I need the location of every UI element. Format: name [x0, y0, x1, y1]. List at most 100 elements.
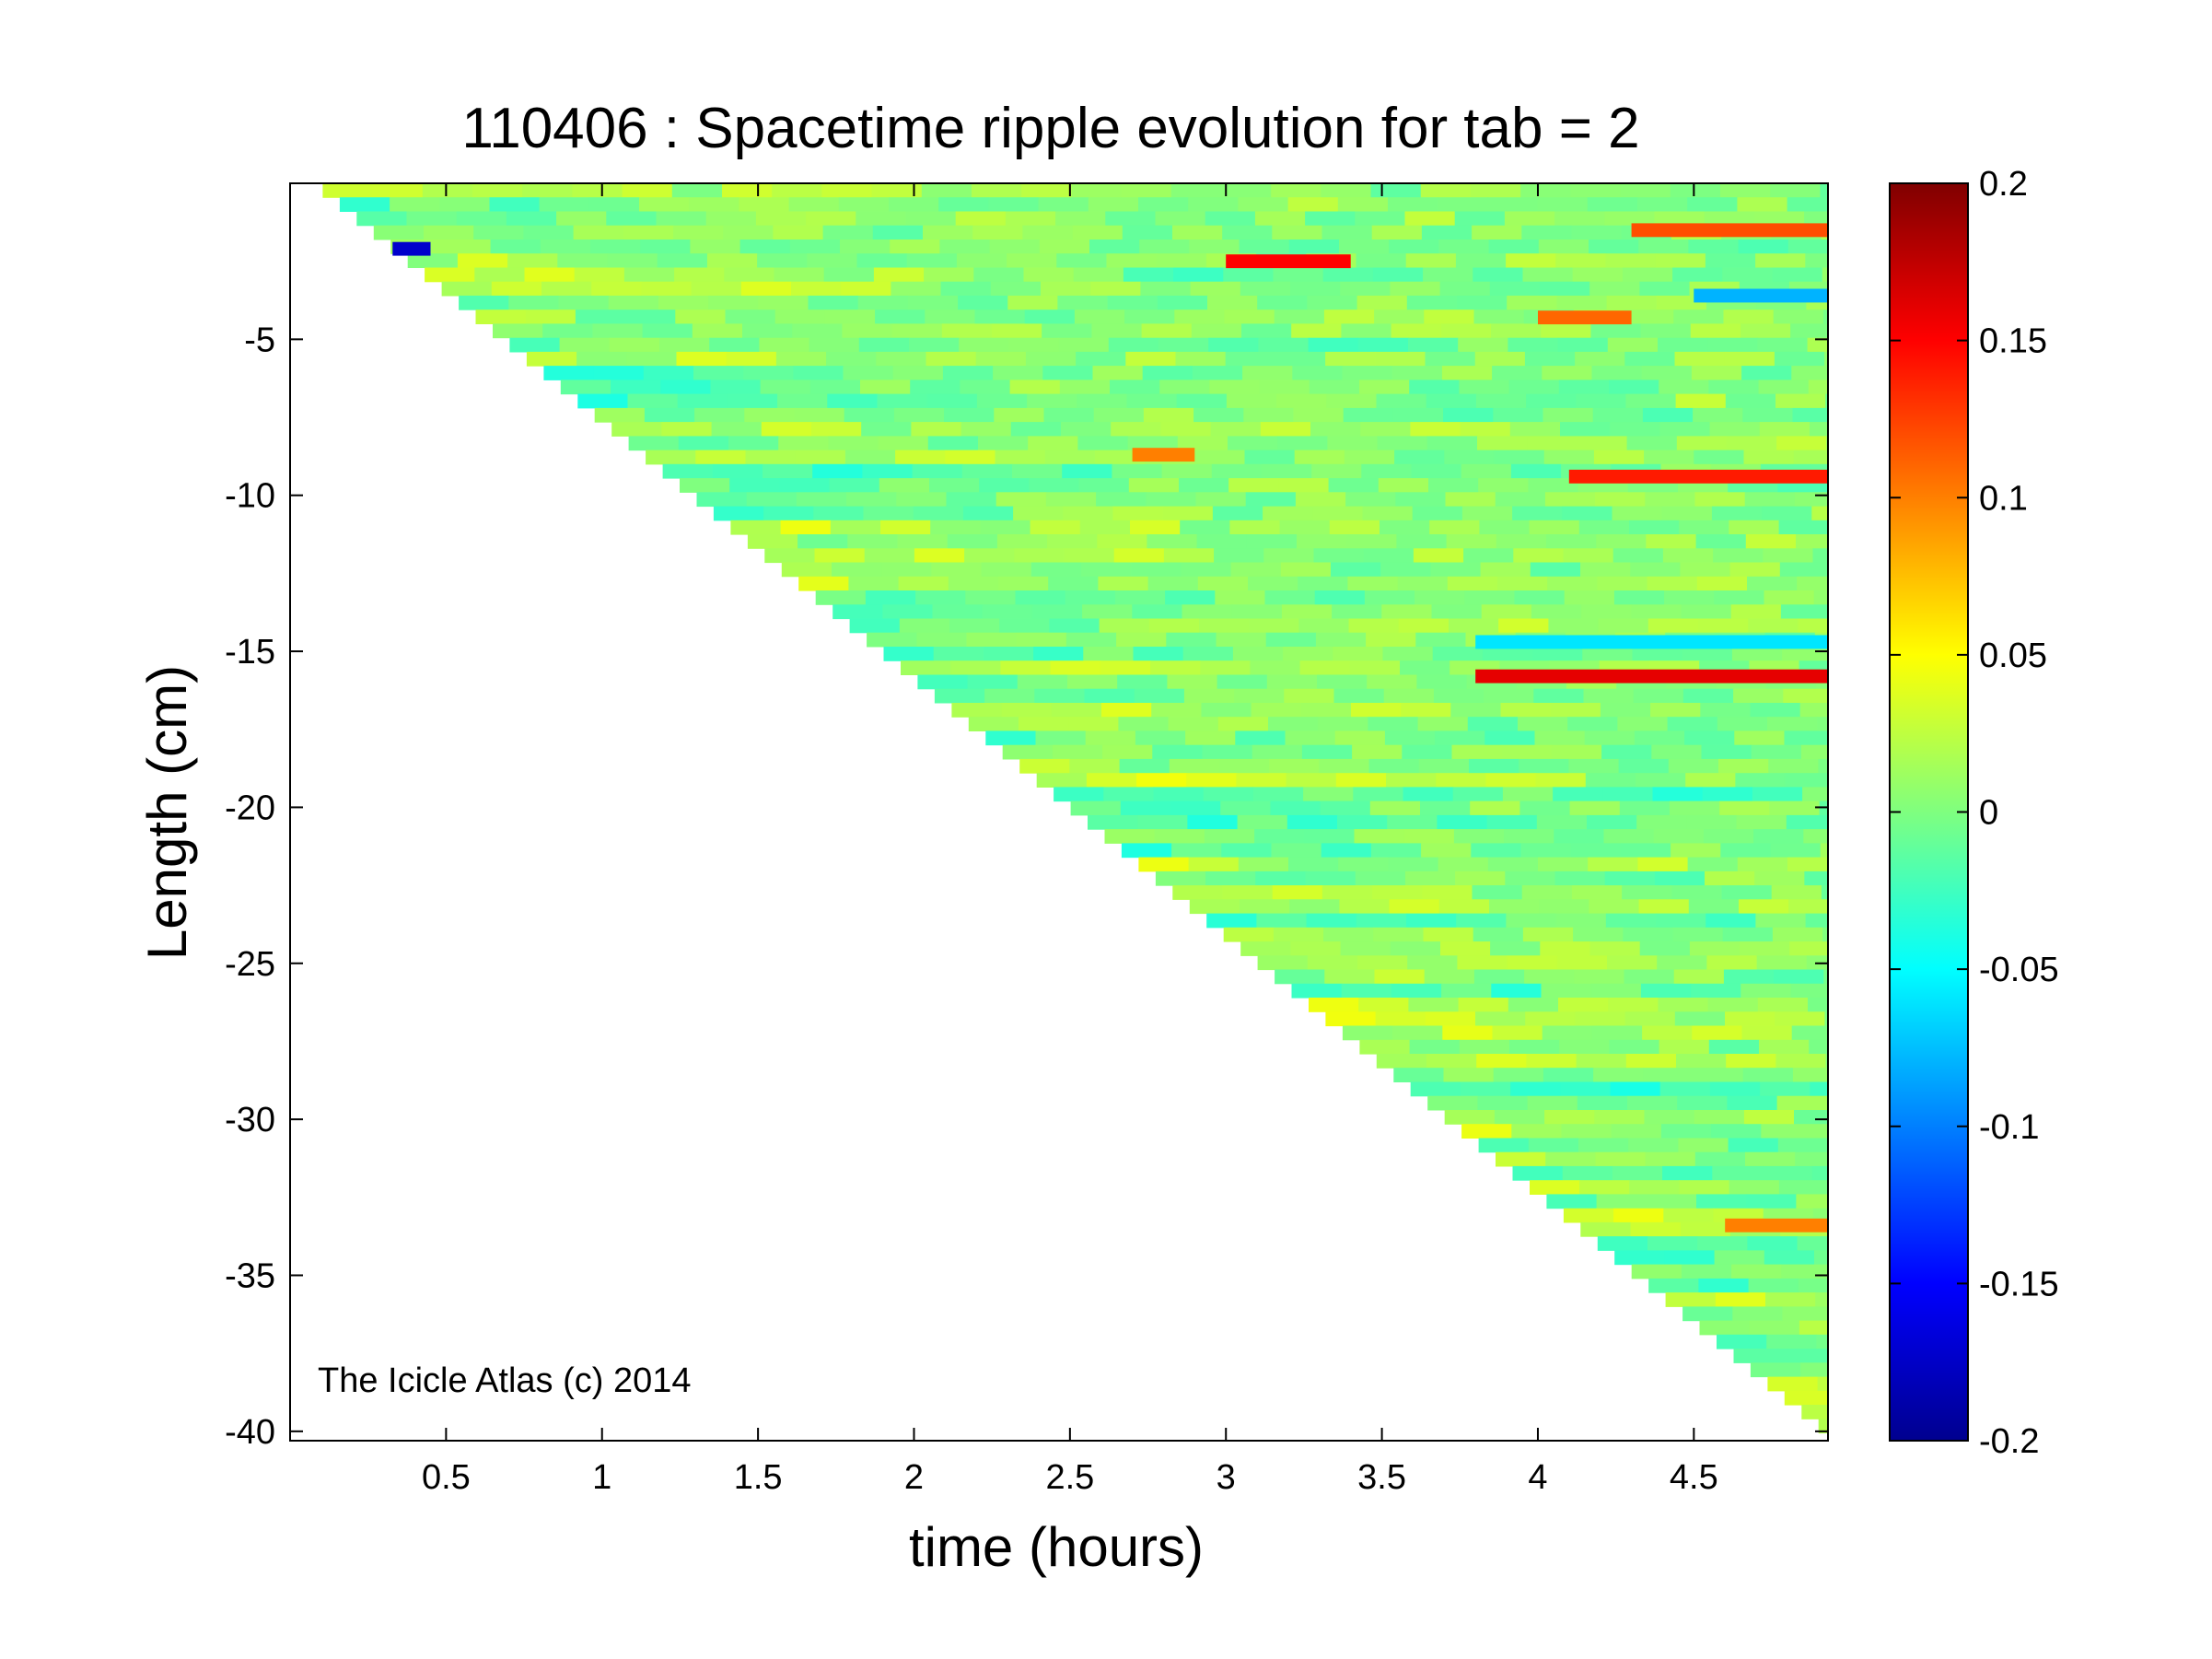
heatmap-cell [1240, 941, 1291, 956]
heatmap-cell [1440, 941, 1491, 956]
heatmap-cell [1595, 1151, 1647, 1167]
heatmap-cell [1501, 744, 1553, 760]
heatmap-cell [1404, 211, 1456, 227]
heatmap-cell [891, 281, 942, 297]
heatmap-cell [912, 463, 963, 479]
heatmap-cell [1351, 703, 1402, 718]
heatmap-cell [1272, 225, 1323, 240]
heatmap-cell [1007, 295, 1059, 310]
heatmap-cell [1358, 998, 1409, 1012]
heatmap-cell [1029, 478, 1080, 493]
heatmap-cell [791, 281, 842, 297]
heatmap-cell [1477, 436, 1528, 451]
heatmap-cell [1575, 351, 1625, 367]
heatmap-cell [1598, 618, 1649, 634]
heatmap-cell [1005, 211, 1056, 227]
heatmap-cell [857, 295, 909, 310]
heatmap-cell [1051, 703, 1102, 718]
heatmap-cell [1383, 688, 1435, 704]
heatmap-cell [1662, 548, 1714, 564]
heatmap-cell [1722, 927, 1774, 942]
heatmap-cell [1473, 310, 1525, 324]
heatmap-cell [1384, 730, 1436, 746]
heatmap-cell [838, 197, 890, 212]
heatmap-cell [1376, 393, 1427, 409]
heatmap-cell [1398, 618, 1449, 634]
heatmap-cell [693, 366, 744, 380]
heatmap-cell [1298, 576, 1348, 591]
heatmap-cell [775, 351, 827, 367]
heatmap-cell [1052, 744, 1103, 760]
heatmap-cell [1558, 998, 1609, 1012]
heatmap-cell [1770, 183, 1821, 198]
heatmap-cell [1589, 899, 1640, 915]
heatmap-cell [1787, 857, 1828, 872]
heatmap-cell [958, 295, 1008, 310]
heatmap-cell [439, 197, 491, 212]
heatmap-cell [1753, 211, 1805, 227]
heatmap-cell [1808, 998, 1828, 1012]
heatmap-cell [1807, 337, 1828, 353]
heatmap-cell [1027, 393, 1077, 409]
heatmap-cell [1782, 647, 1828, 661]
heatmap-cell [1357, 337, 1409, 353]
heatmap-cell [607, 253, 658, 268]
heatmap-cell [675, 310, 727, 324]
heatmap-cell [1074, 310, 1125, 324]
heatmap-cell [1767, 1376, 1819, 1392]
heatmap-cell [1155, 870, 1206, 886]
heatmap-cell [1252, 787, 1304, 802]
heatmap-cell [992, 323, 1042, 339]
heatmap-cell [793, 366, 844, 380]
heatmap-cell [1628, 1138, 1679, 1153]
heatmap-cell [1059, 380, 1111, 395]
heatmap-cell [1445, 492, 1496, 508]
heatmap-cell [1633, 688, 1684, 704]
heatmap-cell [575, 310, 626, 324]
heatmap-cell [1531, 604, 1582, 620]
heatmap-cell [1605, 253, 1657, 268]
heatmap-cell [1677, 1095, 1728, 1111]
heatmap-cell [623, 225, 674, 240]
heatmap-cell [1506, 913, 1557, 929]
heatmap-cell [1404, 870, 1456, 886]
heatmap-cell [1541, 323, 1591, 339]
heatmap-cell [728, 436, 779, 451]
heatmap-cell [1473, 927, 1524, 942]
heatmap-cell [1394, 450, 1445, 465]
heatmap-cell [591, 281, 642, 297]
heatmap-cell [1646, 534, 1697, 549]
heatmap-cell [1634, 730, 1685, 746]
heatmap-cell [1007, 253, 1057, 268]
heatmap-cell [1554, 211, 1605, 227]
x-tick-label: 1 [592, 1458, 611, 1497]
heatmap-cell [1150, 660, 1201, 675]
heatmap-cell [1809, 1039, 1828, 1055]
heatmap-cell [1173, 267, 1224, 283]
colorbar-tick-label: 0.1 [1979, 479, 2028, 518]
heatmap-cell [1441, 983, 1492, 999]
heatmap-cell [939, 240, 991, 254]
heatmap-cell [1742, 407, 1794, 423]
heatmap-cell [1694, 450, 1745, 465]
heatmap-cell [1156, 253, 1207, 268]
heatmap-cell [625, 310, 676, 324]
heatmap-cell [878, 436, 929, 451]
heatmap-cell [1205, 870, 1256, 886]
heatmap-cell [1661, 506, 1713, 521]
heatmap-cell [1763, 548, 1814, 564]
heatmap-cell [1668, 758, 1719, 774]
heatmap-cell [509, 337, 561, 353]
heatmap-cell [1648, 1278, 1699, 1293]
heatmap-cell [1715, 1292, 1766, 1307]
heatmap-cell [678, 436, 729, 451]
heatmap-cell [972, 183, 1022, 198]
heatmap-cell [1495, 492, 1546, 508]
heatmap-cell [1463, 548, 1514, 564]
heatmap-cell [780, 520, 832, 535]
heatmap-cell [1314, 590, 1366, 605]
heatmap-cell [1234, 688, 1285, 704]
heatmap-cell [1369, 800, 1421, 816]
heatmap-cell [1511, 1124, 1563, 1139]
heatmap-cell [773, 225, 824, 240]
